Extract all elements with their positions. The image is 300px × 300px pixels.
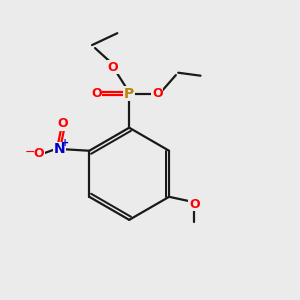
Text: O: O: [152, 87, 163, 100]
Text: −: −: [25, 146, 35, 159]
Text: +: +: [61, 138, 69, 148]
Text: O: O: [34, 147, 44, 160]
Text: P: P: [124, 86, 134, 100]
Text: O: O: [57, 118, 68, 130]
Text: O: O: [189, 198, 200, 211]
Text: N: N: [54, 142, 65, 156]
Text: O: O: [107, 61, 118, 74]
Text: O: O: [91, 87, 102, 100]
